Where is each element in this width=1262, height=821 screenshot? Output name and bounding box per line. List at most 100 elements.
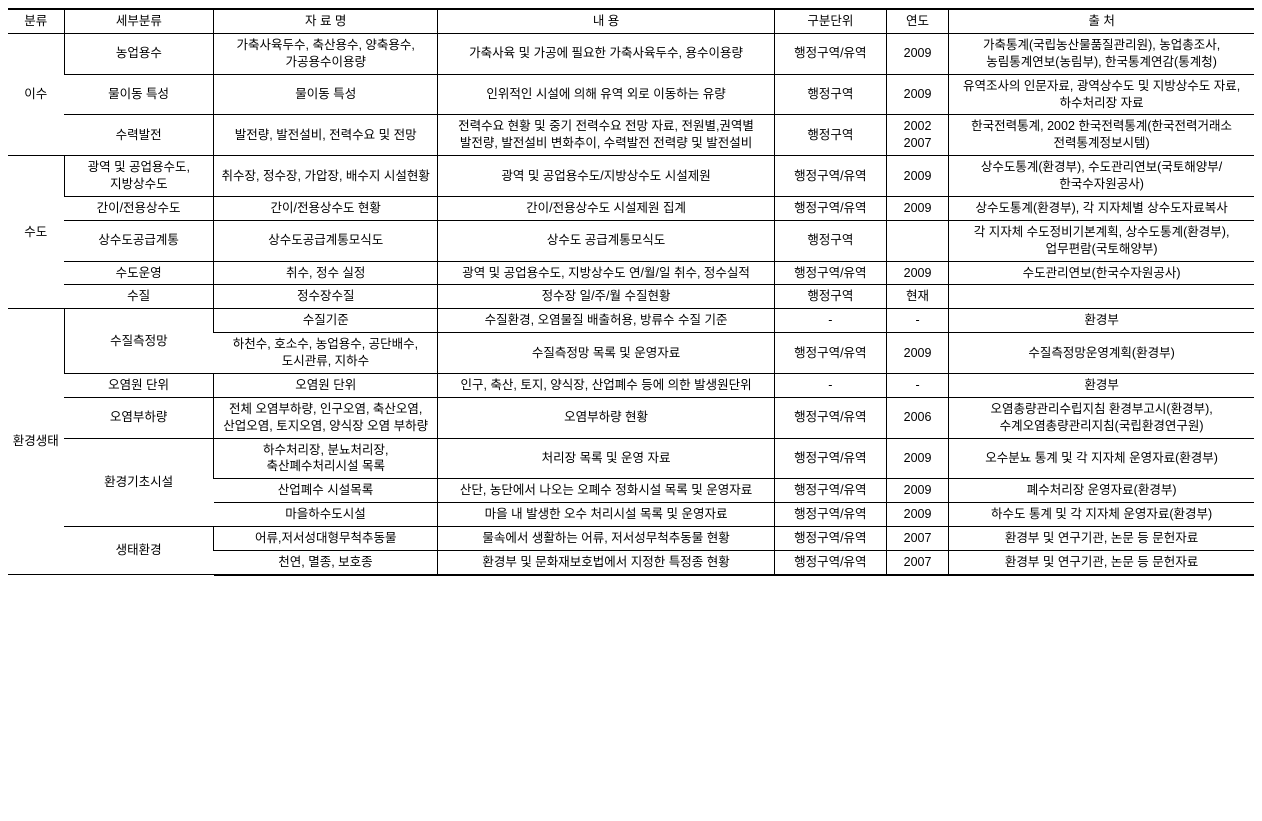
cell-year	[886, 220, 948, 261]
cell-src: 오수분뇨 통계 및 각 지자체 운영자료(환경부)	[949, 438, 1254, 479]
cell-src: 환경부	[949, 309, 1254, 333]
cell-name: 마을하수도시설	[214, 503, 438, 527]
cell-name: 정수장수질	[214, 285, 438, 309]
cell-name: 간이/전용상수도 현황	[214, 196, 438, 220]
cell-desc: 물속에서 생활하는 어류, 저서성무척추동물 현황	[438, 527, 774, 551]
cell-subcategory: 오염부하량	[64, 397, 214, 438]
cell-desc: 인구, 축산, 토지, 양식장, 산업폐수 등에 의한 발생원단위	[438, 373, 774, 397]
cell-unit: 행정구역	[774, 220, 886, 261]
cell-desc: 산단, 농단에서 나오는 오폐수 정화시설 목록 및 운영자료	[438, 479, 774, 503]
cell-subcategory: 수질	[64, 285, 214, 309]
table-row: 환경생태수질측정망수질기준수질환경, 오염물질 배출허용, 방류수 수질 기준-…	[8, 309, 1254, 333]
col-unit: 구분단위	[774, 9, 886, 33]
cell-year: 2002 2007	[886, 115, 948, 156]
cell-year: 2007	[886, 527, 948, 551]
table-row: 수력발전발전량, 발전설비, 전력수요 및 전망전력수요 현황 및 중기 전력수…	[8, 115, 1254, 156]
cell-year: 2009	[886, 479, 948, 503]
cell-name: 상수도공급계통모식도	[214, 220, 438, 261]
col-source: 출 처	[949, 9, 1254, 33]
cell-unit: 행정구역/유역	[774, 479, 886, 503]
table-row: 생태환경어류,저서성대형무척추동물물속에서 생활하는 어류, 저서성무척추동물 …	[8, 527, 1254, 551]
cell-subcategory: 수도운영	[64, 261, 214, 285]
cell-year: 2009	[886, 503, 948, 527]
cell-desc: 정수장 일/주/월 수질현황	[438, 285, 774, 309]
cell-unit: 행정구역/유역	[774, 333, 886, 374]
table-row: 오염부하량전체 오염부하량, 인구오염, 축산오염, 산업오염, 토지오염, 양…	[8, 397, 1254, 438]
cell-src: 하수도 통계 및 각 지자체 운영자료(환경부)	[949, 503, 1254, 527]
cell-desc: 수질환경, 오염물질 배출허용, 방류수 수질 기준	[438, 309, 774, 333]
cell-src: 환경부 및 연구기관, 논문 등 문헌자료	[949, 550, 1254, 574]
cell-year: 2009	[886, 333, 948, 374]
data-table: 분류 세부분류 자 료 명 내 용 구분단위 연도 출 처 이수농업용수가축사육…	[8, 8, 1254, 576]
cell-name: 물이동 특성	[214, 74, 438, 115]
cell-unit: 행정구역/유역	[774, 503, 886, 527]
cell-desc: 상수도 공급계통모식도	[438, 220, 774, 261]
cell-year: 2009	[886, 261, 948, 285]
table-row: 수도운영취수, 정수 실정광역 및 공업용수도, 지방상수도 연/월/일 취수,…	[8, 261, 1254, 285]
cell-desc: 마을 내 발생한 오수 처리시설 목록 및 운영자료	[438, 503, 774, 527]
cell-category: 이수	[8, 33, 64, 155]
cell-src: 수질측정망운영계획(환경부)	[949, 333, 1254, 374]
cell-name: 산업폐수 시설목록	[214, 479, 438, 503]
cell-year: 2006	[886, 397, 948, 438]
table-row: 수질정수장수질정수장 일/주/월 수질현황행정구역현재	[8, 285, 1254, 309]
cell-unit: -	[774, 373, 886, 397]
cell-name: 수질기준	[214, 309, 438, 333]
cell-subcategory: 농업용수	[64, 33, 214, 74]
col-dataname: 자 료 명	[214, 9, 438, 33]
table-row: 수도광역 및 공업용수도, 지방상수도취수장, 정수장, 가압장, 배수지 시설…	[8, 156, 1254, 197]
cell-unit: 행정구역/유역	[774, 261, 886, 285]
cell-subcategory: 오염원 단위	[64, 373, 214, 397]
cell-src: 환경부 및 연구기관, 논문 등 문헌자료	[949, 527, 1254, 551]
cell-year: 2009	[886, 156, 948, 197]
cell-src: 오염총량관리수립지침 환경부고시(환경부), 수계오염총량관리지침(국립환경연구…	[949, 397, 1254, 438]
cell-category: 환경생태	[8, 309, 64, 575]
table-row: 환경기초시설하수처리장, 분뇨처리장, 축산폐수처리시설 목록처리장 목록 및 …	[8, 438, 1254, 479]
cell-name: 오염원 단위	[214, 373, 438, 397]
cell-name: 어류,저서성대형무척추동물	[214, 527, 438, 551]
col-category: 분류	[8, 9, 64, 33]
cell-src: 유역조사의 인문자료, 광역상수도 및 지방상수도 자료, 하수처리장 자료	[949, 74, 1254, 115]
cell-name: 발전량, 발전설비, 전력수요 및 전망	[214, 115, 438, 156]
cell-unit: 행정구역	[774, 115, 886, 156]
table-row: 상수도공급계통상수도공급계통모식도상수도 공급계통모식도행정구역각 지자체 수도…	[8, 220, 1254, 261]
table-row: 간이/전용상수도간이/전용상수도 현황간이/전용상수도 시설제원 집계행정구역/…	[8, 196, 1254, 220]
cell-src: 수도관리연보(한국수자원공사)	[949, 261, 1254, 285]
cell-src	[949, 285, 1254, 309]
cell-desc: 간이/전용상수도 시설제원 집계	[438, 196, 774, 220]
cell-desc: 광역 및 공업용수도/지방상수도 시설제원	[438, 156, 774, 197]
cell-name: 가축사육두수, 축산용수, 양축용수, 가공용수이용량	[214, 33, 438, 74]
cell-subcategory: 수질측정망	[64, 309, 214, 374]
cell-subcategory: 환경기초시설	[64, 438, 214, 527]
cell-name: 천연, 멸종, 보호종	[214, 550, 438, 574]
cell-year: 2009	[886, 74, 948, 115]
cell-unit: 행정구역/유역	[774, 156, 886, 197]
cell-src: 상수도통계(환경부), 수도관리연보(국토해양부/한국수자원공사)	[949, 156, 1254, 197]
cell-desc: 오염부하량 현황	[438, 397, 774, 438]
cell-subcategory: 생태환경	[64, 527, 214, 575]
col-content: 내 용	[438, 9, 774, 33]
cell-unit: 행정구역/유역	[774, 527, 886, 551]
cell-name: 취수장, 정수장, 가압장, 배수지 시설현황	[214, 156, 438, 197]
cell-year: 2009	[886, 438, 948, 479]
table-row: 이수농업용수가축사육두수, 축산용수, 양축용수, 가공용수이용량가축사육 및 …	[8, 33, 1254, 74]
col-year: 연도	[886, 9, 948, 33]
cell-src: 폐수처리장 운영자료(환경부)	[949, 479, 1254, 503]
cell-year: 2009	[886, 196, 948, 220]
cell-desc: 수질측정망 목록 및 운영자료	[438, 333, 774, 374]
cell-year: 현재	[886, 285, 948, 309]
cell-src: 환경부	[949, 373, 1254, 397]
cell-unit: 행정구역	[774, 285, 886, 309]
cell-name: 취수, 정수 실정	[214, 261, 438, 285]
cell-unit: 행정구역/유역	[774, 550, 886, 574]
col-subcategory: 세부분류	[64, 9, 214, 33]
cell-year: -	[886, 373, 948, 397]
cell-name: 전체 오염부하량, 인구오염, 축산오염, 산업오염, 토지오염, 양식장 오염…	[214, 397, 438, 438]
cell-year: 2009	[886, 33, 948, 74]
table-header-row: 분류 세부분류 자 료 명 내 용 구분단위 연도 출 처	[8, 9, 1254, 33]
cell-subcategory: 간이/전용상수도	[64, 196, 214, 220]
cell-unit: 행정구역/유역	[774, 33, 886, 74]
cell-desc: 환경부 및 문화재보호법에서 지정한 특정종 현황	[438, 550, 774, 574]
cell-unit: -	[774, 309, 886, 333]
cell-subcategory: 수력발전	[64, 115, 214, 156]
